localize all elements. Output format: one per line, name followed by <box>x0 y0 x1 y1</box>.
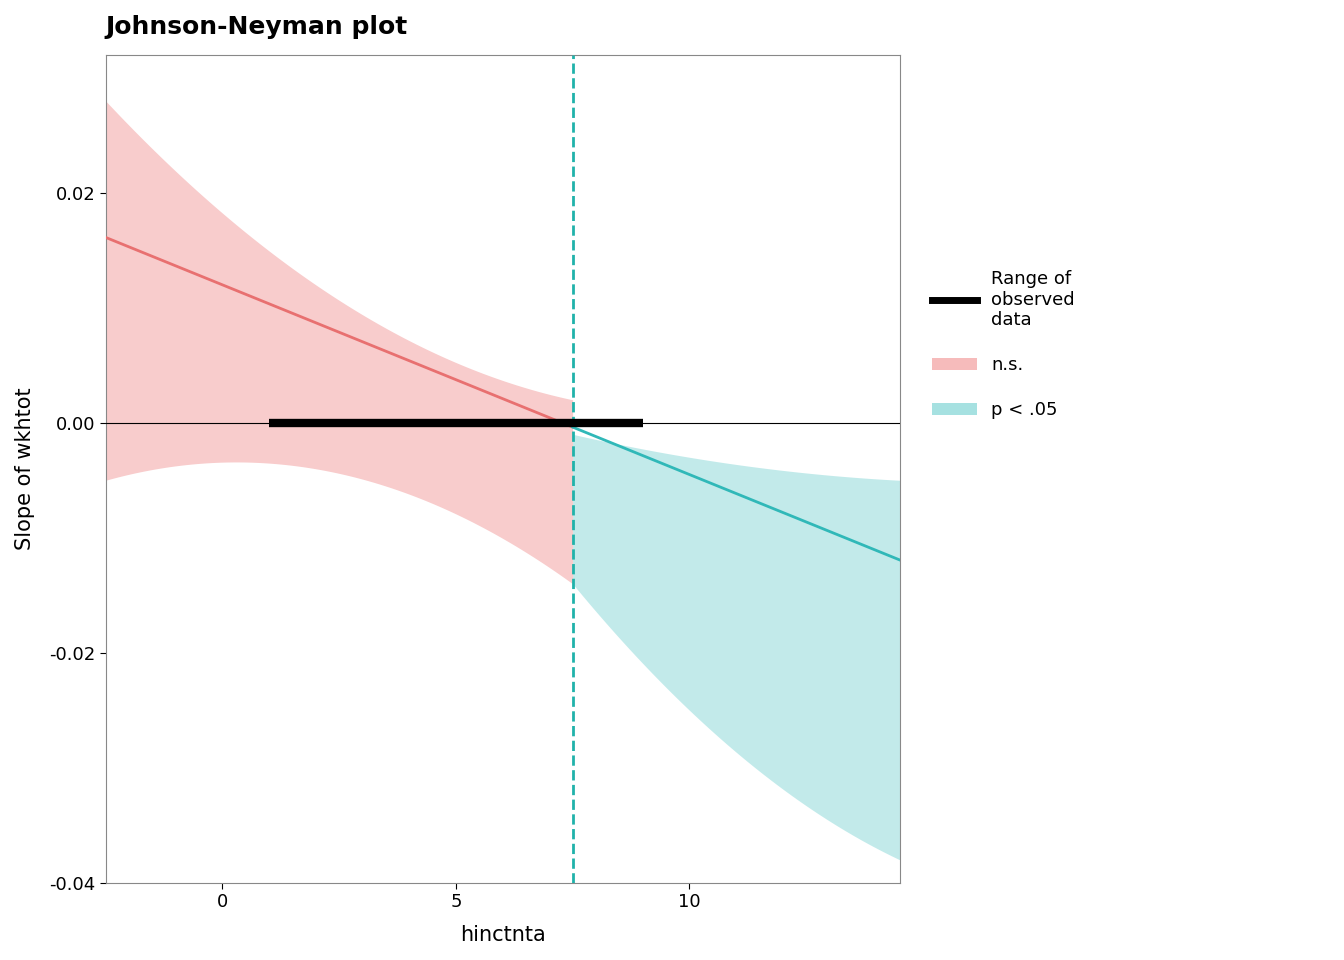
Legend: Range of
observed
data, n.s., p < .05: Range of observed data, n.s., p < .05 <box>925 262 1082 426</box>
Y-axis label: Slope of wkhtot: Slope of wkhtot <box>15 388 35 550</box>
Text: Johnson-Neyman plot: Johnson-Neyman plot <box>106 15 407 39</box>
X-axis label: hinctnta: hinctnta <box>460 925 546 945</box>
